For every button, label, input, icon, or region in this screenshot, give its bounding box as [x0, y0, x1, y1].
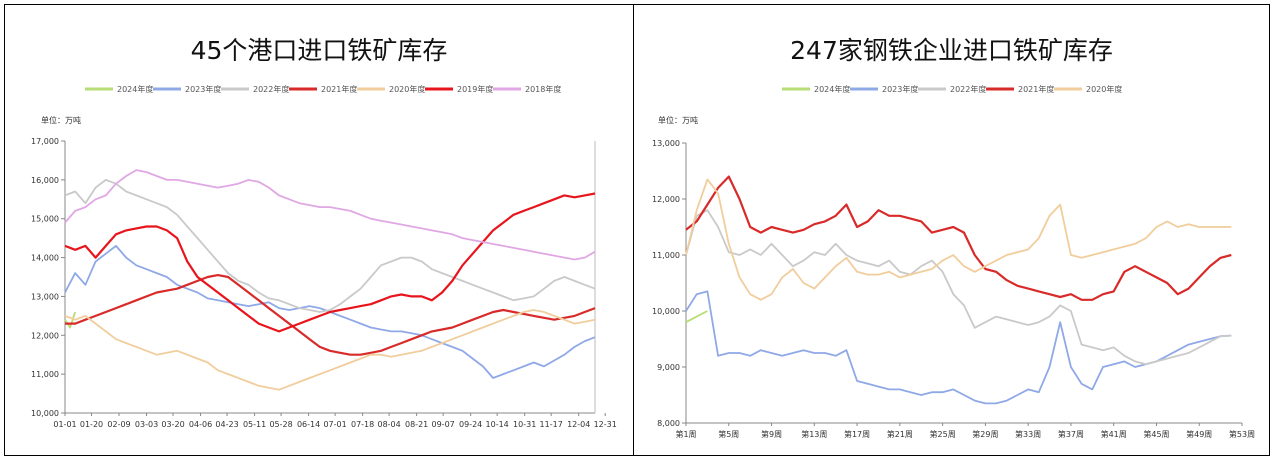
series-line [64, 192, 596, 333]
x-tick-label: 第1周 [675, 429, 696, 439]
x-tick-label: 02-09 [107, 420, 130, 429]
unit-label: 单位：万吨 [658, 115, 698, 125]
x-tick-label: 第17周 [844, 429, 870, 439]
x-tick-label: 09-07 [432, 420, 455, 429]
legend-label: 2024年度 [814, 84, 850, 94]
x-tick-label: 第33周 [1015, 429, 1041, 439]
x-tick-label: 第45周 [1143, 429, 1169, 439]
chart-port-inventory: 2024年度 2023年度 2022年度 2021年度 2020年度 2019年度 2018… [31, 84, 617, 429]
x-tick-label: 10-14 [486, 420, 509, 429]
x-tick-label: 第41周 [1101, 429, 1127, 439]
y-tick-label: 13,000 [31, 292, 59, 301]
legend-label: 2022年度 [950, 84, 986, 94]
x-tick-label: 08-21 [405, 420, 428, 429]
x-tick-label: 第29周 [972, 429, 998, 439]
x-tick-label: 01-20 [80, 420, 103, 429]
x-tick-label: 04-23 [215, 420, 238, 429]
x-tick-label: 03-20 [161, 420, 184, 429]
y-tick-label: 10,000 [31, 409, 59, 418]
series-line [64, 169, 596, 261]
legend-label: 2022年度 [253, 84, 289, 94]
x-tick-label: 12-31 [594, 420, 617, 429]
x-tick-label: 第49周 [1186, 429, 1212, 439]
chart-panel-steel-mill-inventory: 247家钢铁企业进口铁矿库存 2024年度 2023年度 2022年度 2021年度 2… [633, 4, 1270, 456]
legend-label: 2023年度 [185, 84, 221, 94]
legend-label: 2021年度 [1018, 84, 1054, 94]
x-tick-label: 第37周 [1058, 429, 1084, 439]
legend-label: 2021年度 [321, 84, 357, 94]
legend: 2024年度 2023年度 2022年度 2021年度 2020年度 [782, 84, 1122, 94]
x-tick-label: 07-01 [323, 420, 346, 429]
x-tick-label: 12-04 [567, 420, 590, 429]
x-tick-label: 09-24 [459, 420, 482, 429]
series-line [685, 209, 1232, 366]
x-tick-label: 01-01 [53, 420, 76, 429]
y-tick-label: 13,000 [652, 139, 680, 148]
x-tick-label: 06-14 [297, 420, 320, 429]
x-tick-label: 04-06 [189, 420, 212, 429]
y-tick-label: 11,000 [652, 251, 680, 260]
chart-panel-port-inventory: 45个港口进口铁矿库存 2024年度 2023年度 2022年度 2021年度 2020… [4, 4, 634, 456]
y-tick-label: 14,000 [31, 254, 59, 263]
x-tick-label: 11-17 [540, 420, 563, 429]
legend-label: 2020年度 [1086, 84, 1122, 94]
y-tick-label: 12,000 [31, 331, 59, 340]
series-line [65, 274, 596, 356]
x-tick-label: 第53周 [1229, 429, 1255, 439]
x-tick-label: 05-11 [243, 420, 266, 429]
y-tick-label: 11,000 [31, 370, 59, 379]
y-tick-label: 17,000 [31, 137, 59, 146]
y-tick-label: 9,000 [657, 363, 680, 372]
y-tick-label: 8,000 [657, 419, 680, 428]
chart-title: 247家钢铁企业进口铁矿库存 [790, 36, 1113, 65]
x-tick-label: 07-18 [351, 420, 374, 429]
series-line [685, 310, 708, 323]
x-tick-label: 第13周 [801, 429, 827, 439]
series-line [685, 178, 1232, 301]
series-line [64, 179, 596, 313]
legend-label: 2024年度 [117, 84, 153, 94]
x-tick-label: 第25周 [930, 429, 956, 439]
y-tick-label: 12,000 [652, 195, 680, 204]
x-tick-label: 03-03 [135, 420, 158, 429]
y-tick-label: 16,000 [31, 176, 59, 185]
series-line [685, 290, 1232, 405]
y-tick-label: 10,000 [652, 307, 680, 316]
legend-label: 2020年度 [389, 84, 425, 94]
series-line [685, 175, 1232, 301]
series-line [64, 309, 596, 391]
y-tick-label: 15,000 [31, 215, 59, 224]
legend-label: 2018年度 [525, 84, 561, 94]
x-tick-label: 第21周 [887, 429, 913, 439]
x-tick-label: 第9周 [761, 429, 782, 439]
x-tick-label: 05-28 [269, 420, 292, 429]
x-tick-label: 08-04 [377, 420, 400, 429]
x-tick-label: 10-31 [513, 420, 536, 429]
unit-label: 单位：万吨 [41, 115, 81, 125]
legend: 2024年度 2023年度 2022年度 2021年度 2020年度 2019年度 2018… [85, 84, 561, 94]
series-line [64, 311, 77, 329]
chart-title: 45个港口进口铁矿库存 [190, 36, 448, 65]
legend-label: 2023年度 [882, 84, 918, 94]
x-tick-label: 第5周 [718, 429, 739, 439]
legend-label: 2019年度 [457, 84, 493, 94]
